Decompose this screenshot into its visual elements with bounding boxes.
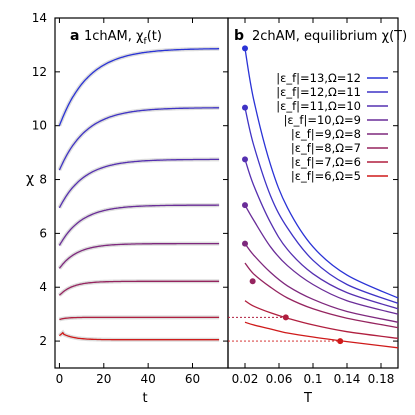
- series-line-b: [244, 204, 399, 315]
- x-tick-label: 0.02: [232, 372, 259, 386]
- legend-label: |ε_f|=8,Ω=7: [291, 141, 361, 155]
- panel-a-title: 1chAM, χf(t): [84, 29, 162, 47]
- y-tick-label: 8: [39, 173, 47, 187]
- legend-label: |ε_f|=6,Ω=5: [291, 169, 361, 183]
- x-tick-label: 20: [96, 372, 111, 386]
- series-band-a: [57, 203, 220, 247]
- series-line-b: [244, 243, 399, 323]
- panel-a-letter: a: [70, 28, 79, 44]
- data-point-marker: [242, 240, 248, 247]
- data-point-marker: [337, 338, 344, 345]
- data-point-marker: [242, 156, 248, 163]
- legend-label: |ε_f|=13,Ω=12: [276, 71, 361, 85]
- x-tick-label: 0: [56, 372, 64, 386]
- x-tick-label: 0.06: [266, 372, 293, 386]
- series-line-a: [58, 48, 220, 126]
- data-point-marker: [242, 104, 248, 111]
- series-band-a: [57, 157, 220, 209]
- panel-a-title-main: 1chAM, χ: [84, 29, 144, 44]
- x-tick-label: 0.1: [303, 372, 322, 386]
- series-line-a: [59, 316, 220, 321]
- series-line-a: [58, 158, 220, 209]
- y-axis-label: χ: [26, 171, 34, 187]
- data-point-marker: [242, 45, 248, 52]
- panel-b-title: 2chAM, equilibrium χ(T): [252, 29, 407, 44]
- y-tick-label: 12: [32, 65, 47, 79]
- series-line-a: [58, 204, 220, 246]
- x-axis-label-b: T: [303, 391, 312, 406]
- panel-a: 2 4 6 8 10 12 14 0 20 40 60: [32, 11, 229, 386]
- series-line-b: [244, 300, 399, 340]
- series-line-b: [244, 107, 399, 305]
- panel-b-letter: b: [234, 28, 244, 44]
- series-band-a: [57, 241, 220, 270]
- legend-label: |ε_f|=9,Ω=8: [291, 127, 361, 141]
- series-line-a: [58, 331, 220, 341]
- data-point-marker: [242, 202, 248, 209]
- series-line-a: [58, 280, 220, 296]
- x-axis-label-a: t: [142, 391, 147, 406]
- legend-label: |ε_f|=11,Ω=10: [276, 99, 361, 113]
- x-tick-label: 60: [185, 372, 200, 386]
- legend-label: |ε_f|=7,Ω=6: [291, 155, 361, 169]
- data-point-marker: [249, 278, 256, 285]
- series-line-a: [58, 107, 220, 171]
- legend: |ε_f|=13,Ω=12|ε_f|=12,Ω=11|ε_f|=11,Ω=10|…: [276, 71, 388, 183]
- panel-a-title-arg: (t): [147, 29, 162, 44]
- panel-a-title-sub: f: [144, 37, 148, 47]
- series-line-b: [244, 321, 399, 349]
- panel-b: 0.02 0.06 0.1 0.14 0.18 |ε_f|=13,Ω=12|ε_f|=12…: [227, 17, 399, 386]
- y-tick-label: 6: [39, 226, 47, 240]
- series-line-b: [244, 159, 399, 310]
- y-tick-label: 14: [32, 11, 47, 25]
- series-line-b: [244, 48, 399, 299]
- y-tick-label: 4: [39, 280, 47, 294]
- x-tick-label: 40: [141, 372, 156, 386]
- y-tick-label: 2: [39, 334, 47, 348]
- series-band-a: [57, 46, 220, 127]
- series-line-b: [244, 262, 399, 329]
- legend-label: |ε_f|=12,Ω=11: [276, 85, 361, 99]
- x-tick-label: 0.18: [368, 372, 395, 386]
- x-tick-label: 0.14: [334, 372, 361, 386]
- series-line-a: [58, 242, 220, 269]
- data-point-marker: [282, 314, 289, 321]
- legend-label: |ε_f|=10,Ω=9: [284, 113, 361, 127]
- y-tick-label: 10: [32, 119, 47, 133]
